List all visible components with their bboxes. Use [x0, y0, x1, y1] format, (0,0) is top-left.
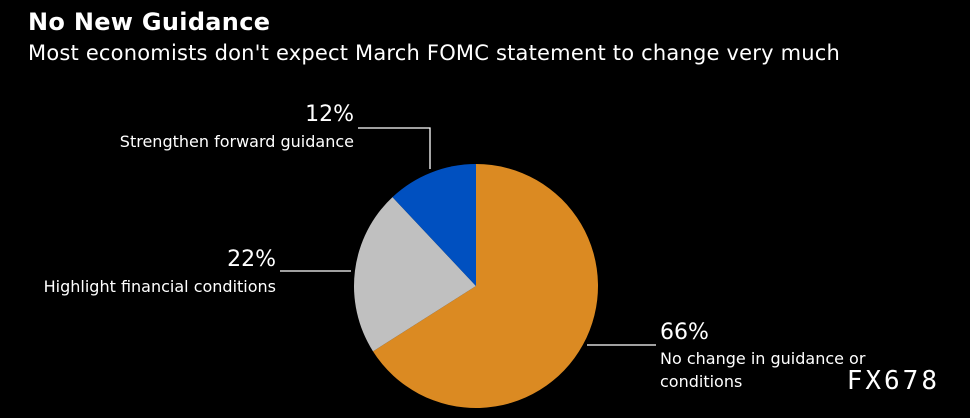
pie-slice-highlight-financial	[354, 197, 476, 352]
pie-slices	[354, 164, 599, 408]
leader-lines	[280, 127, 656, 346]
watermark-logo: FX678	[846, 366, 940, 396]
slice-value-label: 12%	[305, 102, 354, 127]
slice-value-label: 22%	[227, 247, 276, 272]
slice-value-label: 66%	[660, 320, 709, 345]
pie-slice-strengthen-guidance	[392, 164, 476, 286]
slice-annotation-no-change: 66% No change in guidance or conditions	[660, 320, 866, 391]
leader-line-strengthen-guidance	[358, 127, 431, 169]
slice-annotation-highlight-financial: 22% Highlight financial conditions	[44, 247, 276, 296]
slice-category-label: Strengthen forward guidance	[120, 132, 354, 151]
chart-title: No New Guidance	[28, 8, 271, 36]
slice-category-label: No change in guidance or	[660, 349, 866, 368]
slice-annotation-strengthen-guidance: 12% Strengthen forward guidance	[120, 102, 354, 151]
slice-category-label: conditions	[660, 372, 742, 391]
slice-category-label: Highlight financial conditions	[44, 277, 276, 296]
pie-slice-no-change	[372, 164, 599, 408]
chart-subtitle: Most economists don't expect March FOMC …	[28, 41, 840, 65]
